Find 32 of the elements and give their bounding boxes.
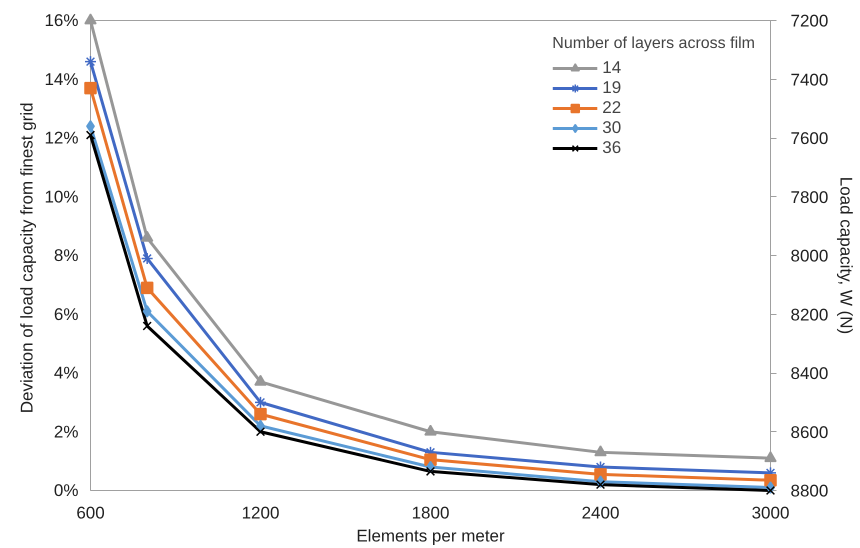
y2-tick-label: 7200 [790,12,828,30]
y2-tick-label: 8200 [790,305,828,324]
y-tick-label: 4% [54,364,79,382]
y2-axis-title: Load capacity, W (N) [836,176,856,334]
y-tick-label: 16% [44,11,79,30]
y-tick-label: 10% [44,187,79,206]
y2-tick-label: 7800 [790,188,828,207]
y2-tick-label: 8400 [790,364,828,383]
x-tick-label: 2400 [582,504,620,522]
y-tick-label: 6% [54,304,79,324]
x-tick-label: 3000 [752,504,790,522]
x-axis-title: Elements per meter [356,526,506,546]
legend-label: 36 [602,138,622,158]
y-axis-title: Deviation of load capacity from finest grid [17,102,36,414]
y2-tick-label: 8000 [790,246,828,266]
y-tick-label: 0% [54,481,79,500]
x-tick-label: 1200 [242,504,280,522]
legend-label: 19 [602,78,622,98]
y-tick-label: 2% [54,422,79,442]
y2-tick-label: 7400 [790,70,828,90]
legend-label: 14 [602,58,622,78]
legend-label: 22 [602,98,622,118]
x-tick-label: 1800 [412,504,450,522]
y2-tick-label: 8600 [790,422,828,442]
y-tick-label: 12% [44,128,79,148]
y-tick-label: 14% [44,70,79,89]
y-tick-label: 8% [54,246,79,265]
legend-title: Number of layers across film [552,35,755,53]
x-tick-label: 600 [76,504,105,522]
y2-tick-label: 8800 [790,482,828,500]
legend-label: 30 [602,118,622,138]
y2-tick-label: 7600 [790,129,828,148]
